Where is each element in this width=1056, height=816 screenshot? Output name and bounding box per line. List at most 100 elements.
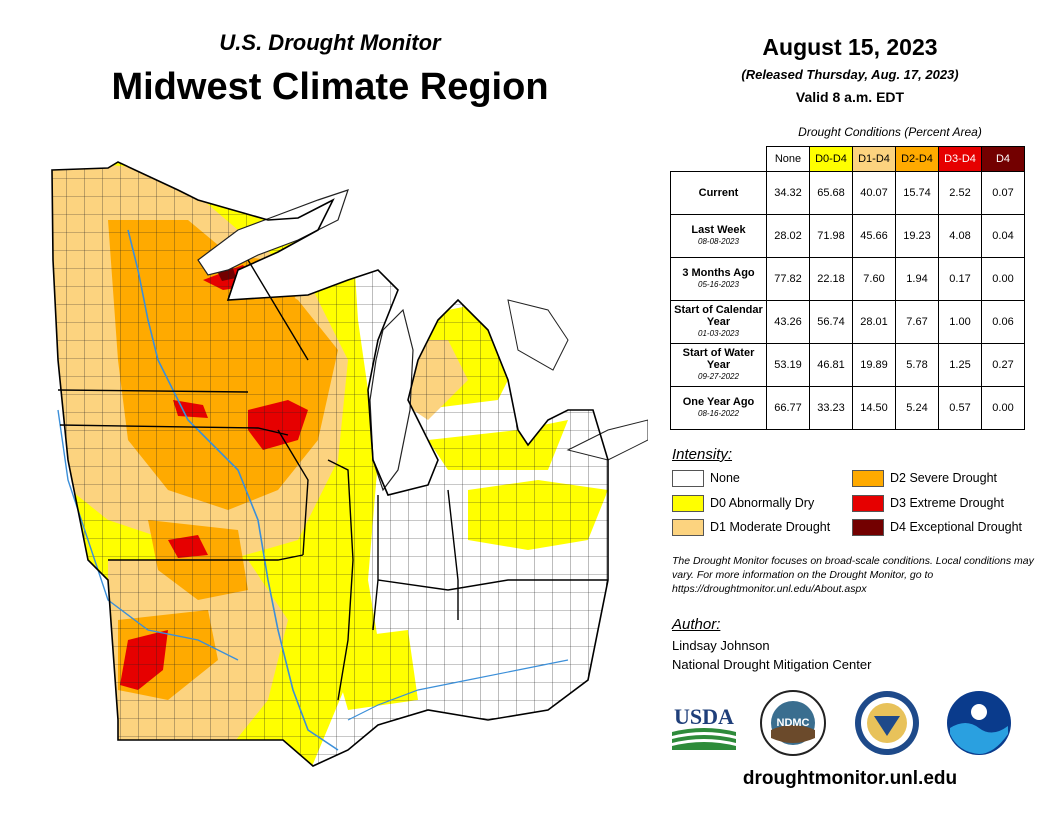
legend-item-d3: D3 Extreme Drought xyxy=(852,495,1004,513)
legend-swatch xyxy=(672,495,704,513)
table-cell: 56.74 xyxy=(809,300,853,344)
col-header-d2-d4: D2-D4 xyxy=(895,146,939,172)
release-date: (Released Thursday, Aug. 17, 2023) xyxy=(741,67,959,82)
legend-swatch xyxy=(852,470,884,488)
table-caption: Drought Conditions (Percent Area) xyxy=(798,125,982,139)
row-label-text: 3 Months Ago xyxy=(682,267,755,279)
legend-label: None xyxy=(710,471,740,485)
drought-map xyxy=(48,160,649,776)
usda-logo-text: USDA xyxy=(674,704,734,729)
row-label: Last Week 08-08-2023 xyxy=(670,214,767,258)
table-cell: 1.94 xyxy=(895,257,939,301)
table-row: Start of Calendar Year 01-03-2023 43.26 56.… xyxy=(670,300,1025,344)
table-cell: 7.67 xyxy=(895,300,939,344)
lake-huron xyxy=(507,299,569,371)
row-label: Start of Water Year 09-27-2022 xyxy=(670,343,767,387)
region-outline xyxy=(51,161,609,767)
disclaimer-note: The Drought Monitor focuses on broad-sca… xyxy=(672,555,1034,595)
table-cell: 14.50 xyxy=(852,386,896,430)
table-cell: 45.66 xyxy=(852,214,896,258)
col-header-d0-d4: D0-D4 xyxy=(809,146,853,172)
table-row: Start of Water Year 09-27-2022 53.19 46.81 1… xyxy=(670,343,1025,387)
website-url[interactable]: droughtmonitor.unl.edu xyxy=(742,768,958,789)
valid-time: Valid 8 a.m. EDT xyxy=(795,89,905,105)
table-cell: 71.98 xyxy=(809,214,853,258)
legend-label: D2 Severe Drought xyxy=(890,471,998,485)
table-cell: 66.77 xyxy=(766,386,810,430)
legend-item-d4: D4 Exceptional Drought xyxy=(852,519,1022,537)
legend-swatch xyxy=(852,495,884,513)
lake-michigan xyxy=(369,308,414,492)
legend-label: D4 Exceptional Drought xyxy=(890,520,1023,534)
legend-label: D0 Abnormally Dry xyxy=(710,496,815,510)
table-row: One Year Ago 08-16-2022 66.77 33.23 14.50 5.2… xyxy=(670,386,1025,430)
author-name: Lindsay Johnson xyxy=(672,638,770,653)
row-label-text: Last Week xyxy=(691,224,746,236)
table-cell: 28.02 xyxy=(766,214,810,258)
table-cell: 28.01 xyxy=(852,300,896,344)
row-date: 08-16-2022 xyxy=(698,409,739,418)
state-boundaries xyxy=(57,259,608,701)
row-label: Start of Calendar Year 01-03-2023 xyxy=(670,300,767,344)
table-cell: 0.27 xyxy=(981,343,1025,387)
ndmc-logo-icon: NDMC xyxy=(760,690,826,756)
author-org: National Drought Mitigation Center xyxy=(672,657,872,672)
legend-label: D1 Moderate Drought xyxy=(710,520,831,534)
ndmc-logo-text: NDMC xyxy=(777,717,810,729)
table-cell: 0.57 xyxy=(938,386,982,430)
table-cell: 0.07 xyxy=(981,171,1025,215)
row-label-text: One Year Ago xyxy=(682,396,755,408)
table-row: Current 34.32 65.68 40.07 15.74 2.52 0.07 xyxy=(670,171,1025,215)
table-cell: 4.08 xyxy=(938,214,982,258)
map-date: August 15, 2023 xyxy=(762,34,938,60)
usda-logo-icon: USDA xyxy=(672,704,736,750)
table-cell: 0.00 xyxy=(981,386,1025,430)
row-date: 01-03-2023 xyxy=(698,329,739,338)
mississippi-river xyxy=(127,229,339,751)
table-cell: 15.74 xyxy=(895,171,939,215)
table-row: 3 Months Ago 05-16-2023 77.82 22.18 7.60 1.94… xyxy=(670,257,1025,301)
col-header-none: None xyxy=(766,146,810,172)
map-subtitle: U.S. Drought Monitor xyxy=(219,30,441,55)
table-body: Current 34.32 65.68 40.07 15.74 2.52 0.07 Last … xyxy=(670,171,1025,430)
table-cell: 19.89 xyxy=(852,343,896,387)
drought-areas xyxy=(52,162,608,766)
table-cell: 0.00 xyxy=(981,257,1025,301)
table-cell: 53.19 xyxy=(766,343,810,387)
table-cell: 1.25 xyxy=(938,343,982,387)
col-header-d3-d4: D3-D4 xyxy=(938,146,982,172)
author-title: Author: xyxy=(672,616,721,633)
table-cell: 34.32 xyxy=(766,171,810,215)
legend-item-d1: D1 Moderate Drought xyxy=(672,519,830,537)
missouri-river xyxy=(57,409,239,661)
row-date: 09-27-2022 xyxy=(698,372,739,381)
col-header-d4: D4 xyxy=(981,146,1025,172)
legend-title: Intensity: xyxy=(672,446,733,463)
row-date: 08-08-2023 xyxy=(698,237,739,246)
table-row: Last Week 08-08-2023 28.02 71.98 45.66 19.23 4… xyxy=(670,214,1025,258)
table-cell: 77.82 xyxy=(766,257,810,301)
table-cell: 33.23 xyxy=(809,386,853,430)
table-cell: 43.26 xyxy=(766,300,810,344)
row-label-text: Current xyxy=(698,187,739,199)
table-cell: 46.81 xyxy=(809,343,853,387)
table-cell: 65.68 xyxy=(809,171,853,215)
legend-item-d0: D0 Abnormally Dry xyxy=(672,495,814,513)
legend-label: D3 Extreme Drought xyxy=(890,496,1004,510)
drought-conditions-table: None D0-D4 D1-D4 D2-D4 D3-D4 D4 Current 3… xyxy=(670,146,1025,430)
table-cell: 22.18 xyxy=(809,257,853,301)
legend-swatch xyxy=(672,470,704,488)
legend-item-none: None xyxy=(672,470,740,488)
row-label: 3 Months Ago 05-16-2023 xyxy=(670,257,767,301)
map-title: Midwest Climate Region xyxy=(111,66,549,108)
legend-swatch xyxy=(852,519,884,537)
table-corner xyxy=(671,147,767,172)
table-cell: 40.07 xyxy=(852,171,896,215)
row-label: Current xyxy=(670,171,767,215)
legend-item-d2: D2 Severe Drought xyxy=(852,470,997,488)
row-label-text: Start of Water Year xyxy=(682,347,755,371)
table-cell: 0.17 xyxy=(938,257,982,301)
table-cell: 5.78 xyxy=(895,343,939,387)
row-date: 05-16-2023 xyxy=(698,280,739,289)
table-cell: 2.52 xyxy=(938,171,982,215)
